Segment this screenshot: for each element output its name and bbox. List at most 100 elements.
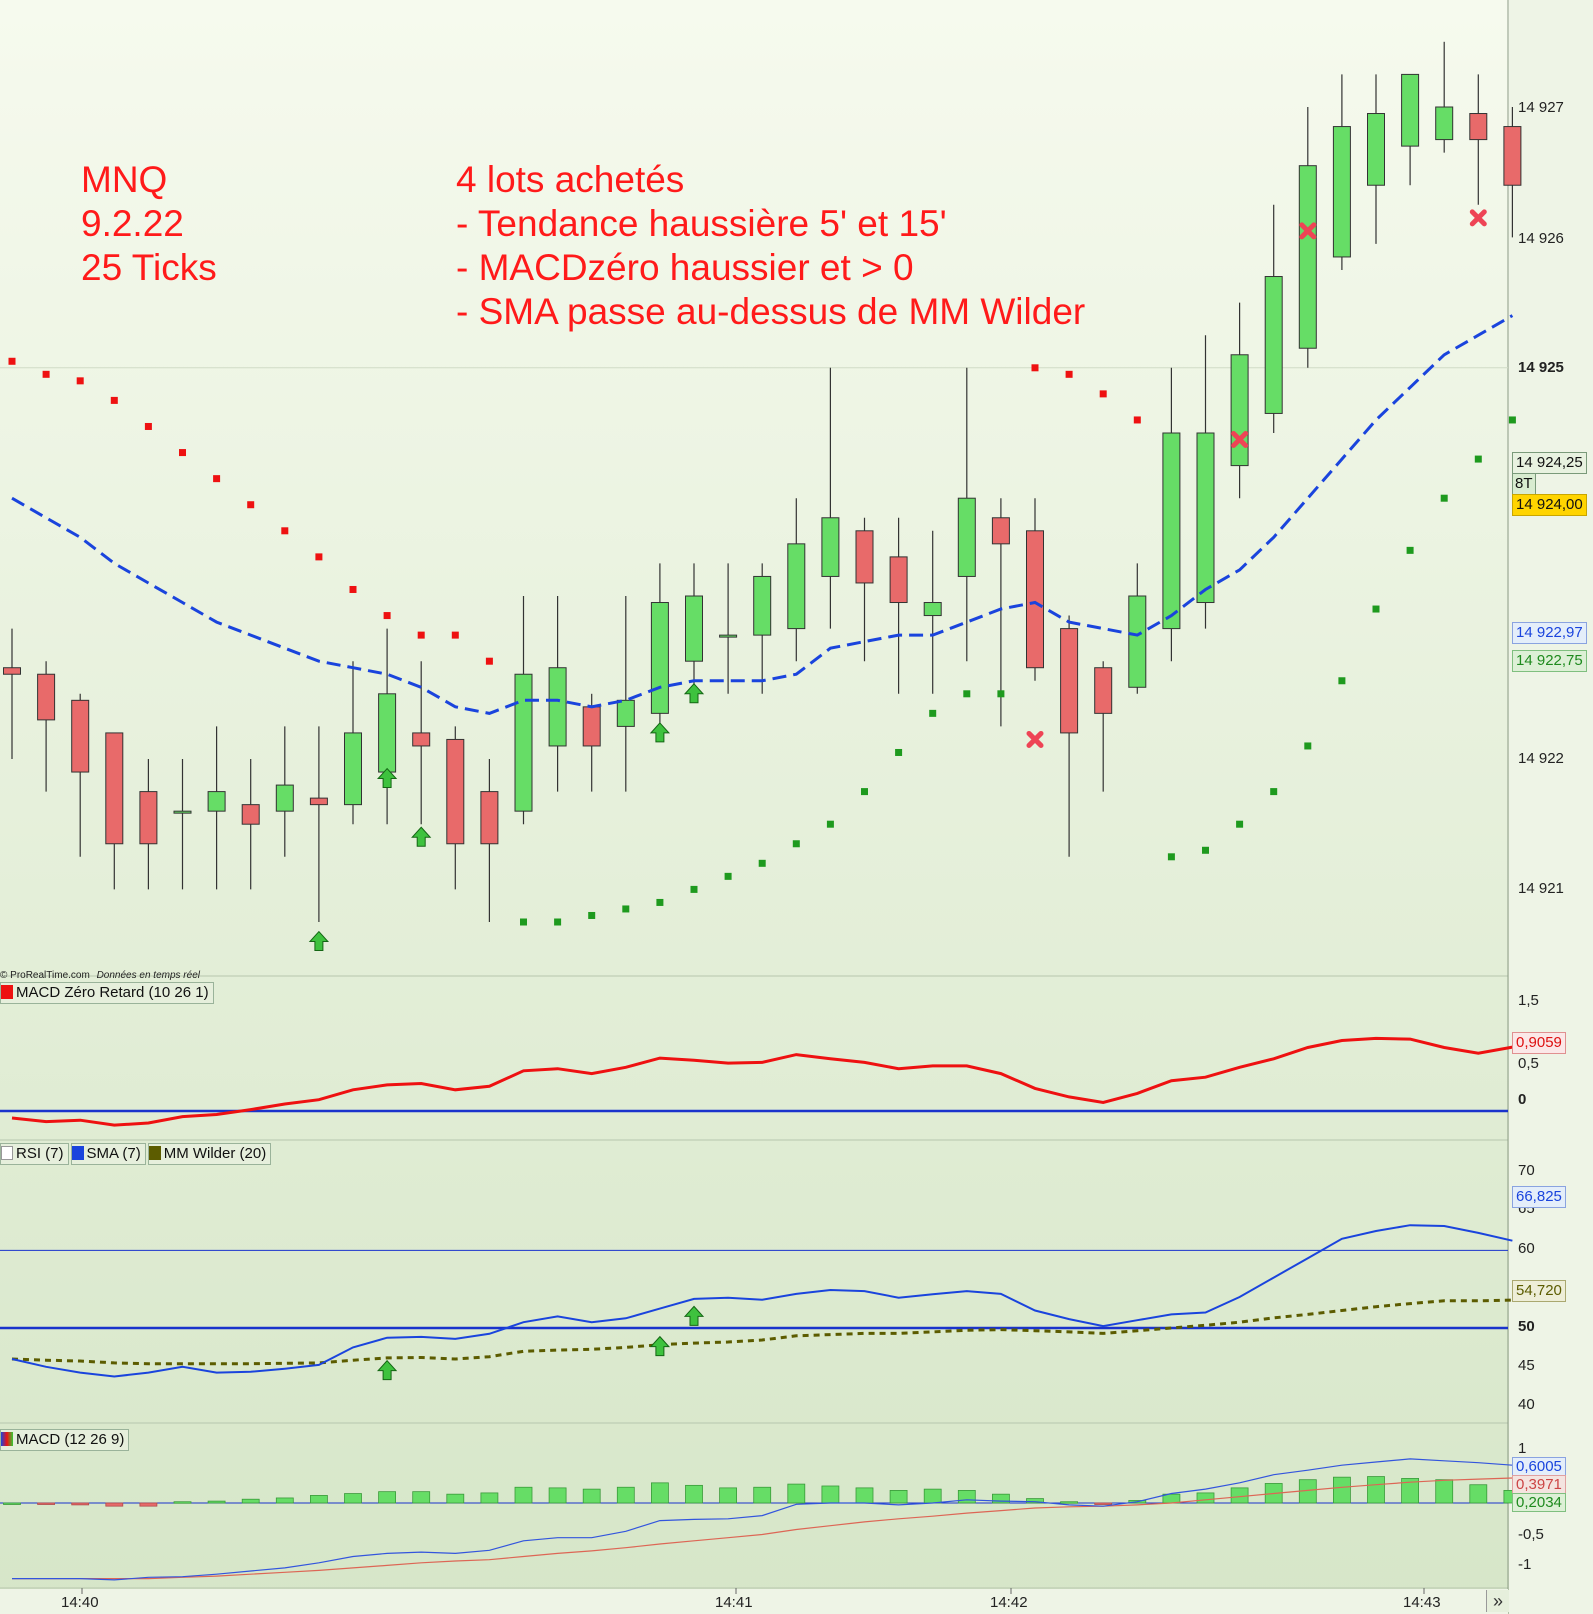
- candle-up: [1264, 276, 1283, 414]
- price-tag-high: 14 924,25: [1512, 452, 1587, 474]
- macd-histogram-bar: [1060, 1501, 1078, 1504]
- candle-up: [1230, 354, 1249, 467]
- moving-average-line: [11, 314, 1514, 715]
- wilder-line: [11, 1298, 1513, 1366]
- sar-point: [213, 475, 221, 483]
- sar-point: [1065, 370, 1073, 378]
- sma-line: [11, 1224, 1513, 1378]
- macd-histogram-bar: [1367, 1476, 1385, 1504]
- x-tick: 14:40: [61, 1594, 99, 1611]
- macd-zero-value-tag: 0,9059: [1512, 1032, 1566, 1054]
- candle-down: [446, 738, 465, 845]
- macd-tag-histogram: 0,2034: [1512, 1493, 1566, 1512]
- sar-point: [1202, 846, 1209, 854]
- macd-label[interactable]: MACD (12 26 9): [0, 1429, 130, 1451]
- macd-histogram-bar: [889, 1490, 908, 1504]
- y-tick: 50: [1518, 1318, 1535, 1335]
- macd-histogram-bar: [105, 1502, 124, 1507]
- x-tick: 14:42: [990, 1594, 1028, 1611]
- sar-point: [349, 585, 357, 593]
- y-tick: -0,5: [1518, 1526, 1544, 1543]
- macd-histogram-bar: [787, 1483, 806, 1504]
- sar-point: [1508, 416, 1516, 424]
- y-tick: 0: [1518, 1091, 1527, 1108]
- candle-up: [1298, 165, 1317, 349]
- candle-down: [480, 791, 499, 845]
- macd-zero-label[interactable]: MACD Zéro Retard (10 26 1): [0, 982, 214, 1004]
- candle-up: [1332, 126, 1351, 258]
- sar-point: [997, 690, 1005, 698]
- sar-point: [554, 918, 562, 926]
- sar-point: [895, 748, 903, 756]
- time-axis-background: [0, 1589, 1508, 1614]
- rsi-swatch: [1, 1146, 13, 1160]
- macd-tag-signal: 0,3971: [1512, 1475, 1566, 1494]
- annotation-instrument: MNQ: [81, 159, 168, 200]
- sar-point: [1406, 546, 1414, 554]
- annotation-right: 4 lots achetés - Tendance haussière 5' e…: [456, 158, 1085, 334]
- candle-up: [207, 791, 226, 812]
- candle-up: [787, 543, 806, 630]
- macd-histogram-bar: [446, 1493, 465, 1504]
- sar-point: [963, 690, 971, 698]
- candle-up: [753, 575, 772, 636]
- price-tag-sar: 14 922,75: [1512, 650, 1587, 672]
- annotation-line-4: - SMA passe au-dessus de MM Wilder: [456, 291, 1086, 332]
- sar-point: [110, 396, 118, 404]
- macd-histogram-bar: [412, 1491, 431, 1504]
- x-tick: 14:41: [715, 1594, 753, 1611]
- rsi-label[interactable]: RSI (7): [0, 1143, 69, 1165]
- sar-point: [1474, 455, 1482, 463]
- candle-up: [719, 634, 738, 638]
- sma-label[interactable]: SMA (7): [70, 1143, 146, 1165]
- macd-histogram-bar: [548, 1487, 567, 1504]
- rsi-legend: RSI (7) SMA (7) MM Wilder (20): [0, 1143, 272, 1165]
- sar-point: [826, 820, 834, 828]
- annotation-timeframe: 25 Ticks: [81, 247, 217, 288]
- sar-point: [1031, 364, 1039, 372]
- candle-down: [855, 530, 874, 584]
- sar-point: [76, 377, 84, 385]
- candle-up: [923, 602, 942, 617]
- candle-up: [685, 595, 703, 662]
- candle-down: [105, 732, 124, 845]
- y-tick: 14 925: [1518, 359, 1564, 376]
- y-tick: 14 921: [1518, 880, 1564, 897]
- wilder-label[interactable]: MM Wilder (20): [147, 1143, 272, 1165]
- buy-arrow: [411, 826, 432, 847]
- macd-histogram-bar: [616, 1486, 635, 1504]
- annotation-line-3: - MACDzéro haussier et > 0: [456, 247, 914, 288]
- sar-point: [656, 898, 664, 906]
- candle-up: [821, 517, 840, 577]
- sar-point: [1338, 677, 1346, 685]
- source-name: © ProRealTime.com: [0, 970, 90, 981]
- wilder-swatch: [148, 1146, 161, 1160]
- sar-point: [1304, 742, 1312, 750]
- candle-down: [1469, 113, 1488, 141]
- sar-point: [485, 657, 493, 665]
- macd-histogram-bar: [957, 1490, 976, 1504]
- macd-histogram-bar: [1469, 1484, 1488, 1504]
- macd-histogram-bar: [1401, 1478, 1419, 1504]
- sar-point: [1270, 788, 1278, 796]
- candle-down: [889, 556, 908, 604]
- sell-mark: [1469, 209, 1487, 227]
- macd-histogram-bar: [514, 1486, 533, 1504]
- macd-signal-line: [12, 1477, 1513, 1580]
- annotation-date: 9.2.22: [81, 203, 184, 244]
- macd-line: [12, 1458, 1513, 1581]
- macd-histogram-bar: [71, 1502, 90, 1506]
- y-tick: 60: [1518, 1240, 1535, 1257]
- candle-down: [71, 699, 90, 773]
- macd-histogram-bar: [1026, 1498, 1044, 1504]
- macd-tag-line: 0,6005: [1512, 1457, 1566, 1476]
- sar-point: [1440, 494, 1448, 502]
- scroll-more-button[interactable]: »: [1486, 1590, 1509, 1612]
- wilder-value-tag: 54,720: [1512, 1280, 1566, 1302]
- buy-arrow: [308, 930, 330, 952]
- candle-up: [378, 693, 397, 773]
- sar-point: [8, 357, 16, 365]
- sar-point: [281, 527, 289, 535]
- candle-up: [1196, 432, 1215, 604]
